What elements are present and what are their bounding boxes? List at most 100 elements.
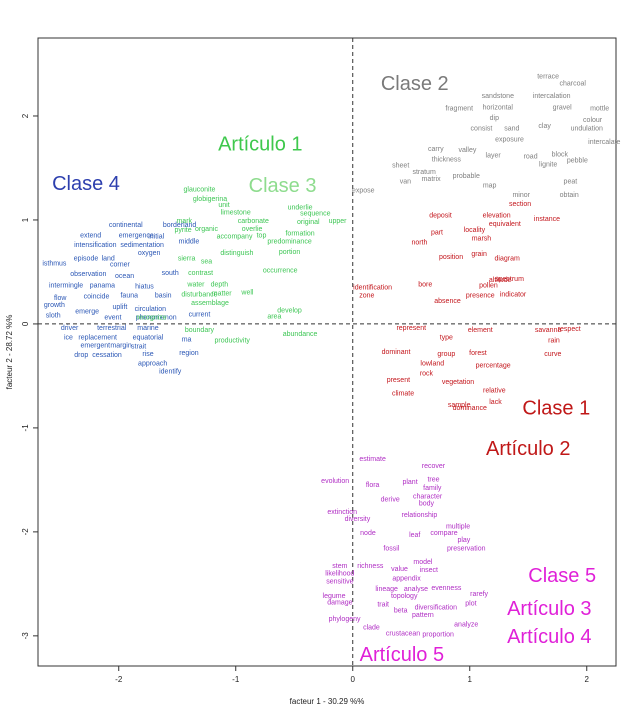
word-point: percentage: [476, 362, 511, 369]
group-annotation: Artículo 4: [507, 626, 591, 648]
word-point: borderland: [163, 222, 197, 229]
word-point: portion: [279, 249, 301, 256]
word-point: area: [267, 313, 281, 320]
word-point: intercalation: [533, 93, 571, 100]
word-point: thickness: [432, 156, 462, 163]
word-point: event: [104, 315, 121, 322]
group-annotation: Clase 5: [528, 565, 596, 587]
word-point: marsh: [472, 236, 492, 243]
word-point: panama: [90, 282, 115, 289]
word-point: develop: [277, 307, 302, 314]
word-point: beta: [394, 608, 408, 615]
word-point: intermingle: [49, 282, 83, 289]
word-point: plot: [465, 600, 476, 607]
word-point: rarefy: [470, 591, 488, 598]
word-point: minor: [512, 192, 530, 199]
word-point: phenomenon: [136, 315, 177, 322]
word-point: driver: [61, 325, 79, 332]
word-point: formation: [285, 230, 314, 237]
y-tick-label: -1: [21, 424, 30, 432]
word-point: richness: [357, 563, 384, 570]
x-tick-label: 0: [351, 675, 356, 684]
word-point: strait: [131, 344, 146, 351]
group-annotation: Artículo 2: [486, 438, 570, 460]
word-point: model: [413, 559, 433, 566]
word-point: clay: [538, 123, 551, 130]
word-point: mark: [176, 218, 192, 225]
word-point: savanna: [535, 327, 562, 334]
word-point: colour: [583, 117, 603, 124]
word-point: phylogeny: [329, 616, 361, 623]
word-point: isthmus: [42, 260, 67, 267]
word-point: carbonate: [238, 218, 269, 225]
word-point: instance: [534, 216, 560, 223]
word-point: horizontal: [483, 105, 514, 112]
word-point: likelihood: [325, 570, 354, 577]
word-point: sequence: [300, 211, 330, 218]
group-annotation: Clase 4: [52, 173, 120, 195]
word-point: oxygen: [138, 250, 161, 257]
word-point: forest: [469, 350, 487, 357]
word-point: emergence: [119, 232, 154, 239]
y-tick-label: 1: [21, 217, 30, 222]
word-point: represent: [396, 325, 426, 332]
word-point: rise: [142, 351, 153, 358]
word-point: vegetation: [442, 379, 474, 386]
word-point: margin: [110, 343, 132, 350]
word-point: stem: [332, 563, 347, 570]
word-point: evenness: [431, 585, 461, 592]
word-point: lignite: [539, 162, 557, 169]
word-point: recover: [422, 463, 446, 470]
word-point: contrast: [188, 270, 213, 277]
word-point: glauconite: [184, 187, 216, 194]
word-point: indicator: [500, 292, 527, 299]
word-point: sloth: [46, 312, 61, 319]
group-annotation: Clase 1: [522, 397, 590, 419]
word-point: element: [468, 327, 493, 334]
word-point: rain: [548, 337, 560, 344]
y-tick-label: -2: [21, 528, 30, 536]
group-annotation: Artículo 1: [218, 133, 302, 155]
word-point: expose: [352, 188, 375, 195]
word-point: value: [391, 566, 408, 573]
word-point: land: [102, 255, 115, 262]
word-point: original: [297, 219, 320, 226]
word-point: road: [524, 153, 538, 160]
word-point: sedimentation: [120, 242, 164, 249]
word-point: diversification: [415, 605, 458, 612]
word-point: zone: [359, 293, 374, 300]
word-point: boundary: [185, 327, 215, 334]
word-point: ocean: [115, 273, 134, 280]
word-point: obtain: [560, 192, 579, 199]
word-point: charcoal: [559, 81, 586, 88]
word-point: assemblage: [191, 300, 229, 307]
word-point: underlie: [288, 204, 313, 211]
word-point: dip: [490, 115, 499, 122]
word-point: proportion: [422, 632, 454, 639]
word-point: van: [400, 178, 411, 185]
word-point: depth: [211, 281, 229, 288]
word-point: terrestrial: [97, 325, 127, 332]
word-point: north: [411, 240, 427, 247]
word-point: exposure: [495, 137, 524, 144]
word-point: approach: [138, 360, 167, 367]
word-point: valley: [458, 147, 476, 154]
word-point: terrace: [537, 73, 559, 80]
word-point: sheet: [392, 163, 409, 170]
word-point: rock: [420, 371, 434, 378]
word-point: top: [257, 232, 267, 239]
word-point: probable: [453, 173, 480, 180]
word-point: ice: [64, 334, 73, 341]
word-point: sand: [504, 125, 519, 132]
word-point: unit: [218, 202, 229, 209]
x-tick-label: 2: [585, 675, 590, 684]
word-point: region: [179, 350, 199, 357]
word-point: sandstone: [482, 93, 514, 100]
word-point: emergent: [81, 343, 111, 350]
word-point: equivalent: [489, 221, 521, 228]
word-point: crustacean: [386, 631, 420, 638]
word-point: matter: [212, 291, 233, 298]
word-point: sample: [448, 402, 471, 409]
word-point: fossil: [383, 545, 399, 552]
word-point: group: [437, 351, 455, 358]
